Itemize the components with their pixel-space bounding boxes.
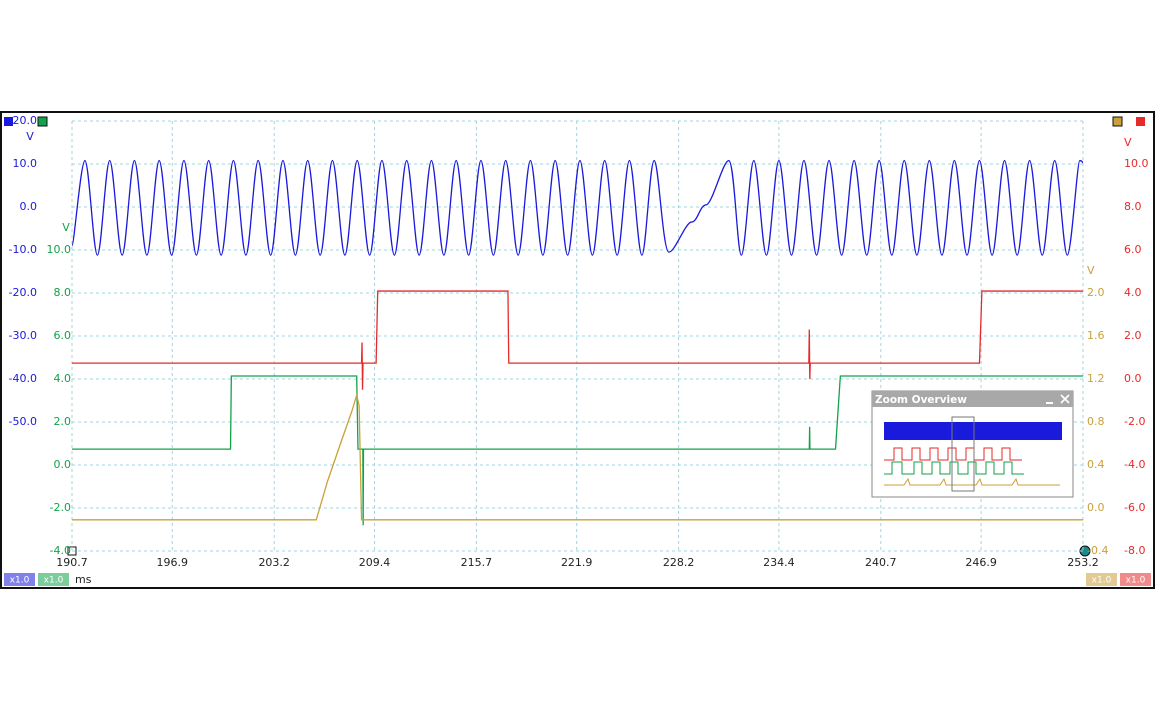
y-tick-label: -10.0: [9, 243, 37, 256]
x-tick-label: 203.2: [258, 556, 290, 569]
minimize-button[interactable]: [1046, 402, 1053, 404]
y-unit: V: [26, 130, 34, 143]
scale-label: x1.0: [1092, 576, 1112, 586]
scale-badge: [38, 573, 69, 586]
y-tick-label: 2.0: [54, 415, 72, 428]
scale-badge: [1086, 573, 1117, 586]
y-unit: V: [62, 221, 70, 234]
zoom-selection[interactable]: [951, 416, 975, 492]
scale-label: x1.0: [44, 576, 64, 586]
trace: [72, 392, 1083, 521]
x-tick-label: 246.9: [965, 556, 997, 569]
x-tick-label: 215.7: [461, 556, 493, 569]
scale-label: x1.0: [1126, 576, 1146, 586]
scale-badge: [4, 573, 35, 586]
y-tick-label: -50.0: [9, 415, 37, 428]
scale-badge: [1120, 573, 1151, 586]
y-tick-label: 8.0: [1124, 200, 1142, 213]
y-tick-label: 4.0: [54, 372, 72, 385]
x-tick-label: 234.4: [763, 556, 795, 569]
scale-label: x1.0: [10, 576, 30, 586]
close-button[interactable]: [1060, 394, 1070, 404]
x-tick-label: 240.7: [865, 556, 897, 569]
y-tick-label: -6.0: [1124, 501, 1145, 514]
y-tick-label: 0.8: [1087, 415, 1105, 428]
y-tick-label: 2.0: [1124, 329, 1142, 342]
mini-trace: [884, 461, 1024, 475]
y-tick-label: 0.0: [1087, 501, 1105, 514]
y-tick-label: 1.6: [1087, 329, 1105, 342]
y-tick-label: 0.0: [1124, 372, 1142, 385]
y-tick-label: 10.0: [47, 243, 72, 256]
y-tick-label: -4.0: [50, 544, 71, 557]
y-tick-label: -40.0: [9, 372, 37, 385]
y-tick-label: 0.4: [1087, 458, 1105, 471]
channel-marker[interactable]: [1112, 116, 1123, 127]
y-tick-label: -0.4: [1087, 544, 1108, 557]
channel-marker[interactable]: [4, 117, 13, 126]
x-tick-label: 253.2: [1067, 556, 1099, 569]
window-frame: [0, 111, 1155, 589]
zoom-frame: [871, 390, 1074, 498]
y-tick-label: 6.0: [1124, 243, 1142, 256]
y-tick-label: -2.0: [50, 501, 71, 514]
y-tick-label: 8.0: [54, 286, 72, 299]
y-tick-label: 4.0: [1124, 286, 1142, 299]
zoom-title: Zoom Overview: [875, 394, 967, 406]
x-tick-label: 221.9: [561, 556, 593, 569]
channel-marker[interactable]: [1136, 117, 1145, 126]
y-tick-label: 2.0: [1087, 286, 1105, 299]
y-tick-label: 0.0: [20, 200, 38, 213]
x-unit: ms: [75, 573, 92, 586]
x-tick-label: 228.2: [663, 556, 695, 569]
trace: [72, 290, 1083, 390]
y-unit: V: [1087, 264, 1095, 277]
plot: 190.7 196.9 203.2 209.4 215.7 221.9 228.2 234.4…: [9, 114, 1149, 586]
mini-trace: [884, 422, 1062, 440]
trace: [71, 159, 1084, 256]
y-tick-label: 20.0: [13, 114, 38, 127]
channel-marker[interactable]: [37, 116, 48, 127]
y-unit: V: [1124, 136, 1132, 149]
zoom-titlebar: [872, 391, 1073, 407]
y-tick-label: 6.0: [54, 329, 72, 342]
y-tick-label: 1.2: [1087, 372, 1105, 385]
y-tick-label: -2.0: [1124, 415, 1145, 428]
x-tick-label: 196.9: [157, 556, 189, 569]
y-tick-label: 10.0: [1124, 157, 1149, 170]
zoom-overview[interactable]: Zoom Overview: [871, 390, 1074, 498]
y-tick-label: 10.0: [13, 157, 38, 170]
y-tick-label: 0.0: [54, 458, 72, 471]
y-tick-label: -30.0: [9, 329, 37, 342]
trace: [72, 375, 1083, 526]
x-tick-label: 190.7: [56, 556, 88, 569]
y-tick-label: -20.0: [9, 286, 37, 299]
x-tick-label: 209.4: [359, 556, 391, 569]
y-tick-label: -4.0: [1124, 458, 1145, 471]
mini-trace: [884, 477, 1060, 486]
y-tick-label: -8.0: [1124, 544, 1145, 557]
